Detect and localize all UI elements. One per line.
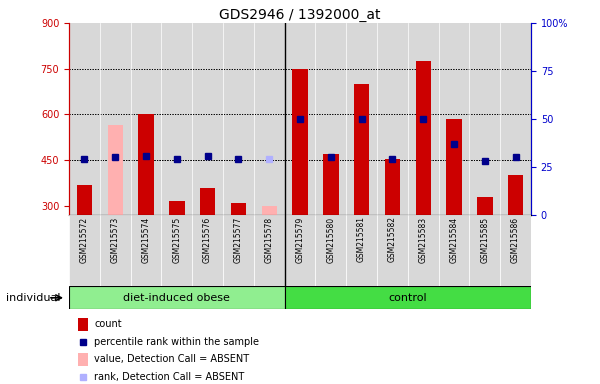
Bar: [161, 215, 192, 286]
Bar: [500, 215, 531, 286]
Bar: [169, 201, 185, 215]
Bar: [231, 203, 246, 215]
Bar: [469, 215, 500, 286]
Bar: [77, 185, 92, 215]
Bar: [78, 353, 88, 366]
Bar: [284, 286, 531, 309]
Bar: [323, 154, 338, 215]
Bar: [446, 119, 462, 215]
Text: GSM215584: GSM215584: [449, 217, 458, 263]
Bar: [107, 125, 123, 215]
Text: GSM215576: GSM215576: [203, 217, 212, 263]
Text: GSM215577: GSM215577: [234, 217, 243, 263]
Text: GSM215585: GSM215585: [481, 217, 490, 263]
Text: percentile rank within the sample: percentile rank within the sample: [94, 337, 259, 347]
Bar: [192, 215, 223, 286]
Bar: [316, 215, 346, 286]
Text: diet-induced obese: diet-induced obese: [124, 293, 230, 303]
Text: count: count: [94, 319, 122, 329]
Bar: [69, 286, 284, 309]
Text: GSM215574: GSM215574: [142, 217, 151, 263]
Bar: [262, 206, 277, 215]
Text: GSM215582: GSM215582: [388, 217, 397, 262]
Text: GSM215581: GSM215581: [357, 217, 366, 262]
Text: GSM215579: GSM215579: [296, 217, 305, 263]
Bar: [477, 197, 493, 215]
Text: GSM215575: GSM215575: [172, 217, 181, 263]
Bar: [200, 188, 215, 215]
Bar: [69, 215, 100, 286]
Bar: [100, 215, 131, 286]
Bar: [223, 215, 254, 286]
Text: rank, Detection Call = ABSENT: rank, Detection Call = ABSENT: [94, 372, 245, 382]
Bar: [292, 69, 308, 215]
Text: GSM215573: GSM215573: [111, 217, 120, 263]
Text: GSM215586: GSM215586: [511, 217, 520, 263]
Bar: [254, 215, 284, 286]
Text: control: control: [388, 293, 427, 303]
Bar: [284, 215, 316, 286]
Text: value, Detection Call = ABSENT: value, Detection Call = ABSENT: [94, 354, 250, 364]
Bar: [346, 215, 377, 286]
Bar: [439, 215, 469, 286]
Bar: [508, 175, 523, 215]
Bar: [139, 114, 154, 215]
Bar: [408, 215, 439, 286]
Text: GSM215572: GSM215572: [80, 217, 89, 263]
Bar: [415, 61, 431, 215]
Bar: [131, 215, 161, 286]
Text: GSM215578: GSM215578: [265, 217, 274, 263]
Bar: [78, 318, 88, 331]
Text: GSM215580: GSM215580: [326, 217, 335, 263]
Bar: [354, 84, 369, 215]
Text: individual: individual: [6, 293, 61, 303]
Bar: [385, 159, 400, 215]
Bar: [377, 215, 408, 286]
Title: GDS2946 / 1392000_at: GDS2946 / 1392000_at: [219, 8, 381, 22]
Text: GSM215583: GSM215583: [419, 217, 428, 263]
